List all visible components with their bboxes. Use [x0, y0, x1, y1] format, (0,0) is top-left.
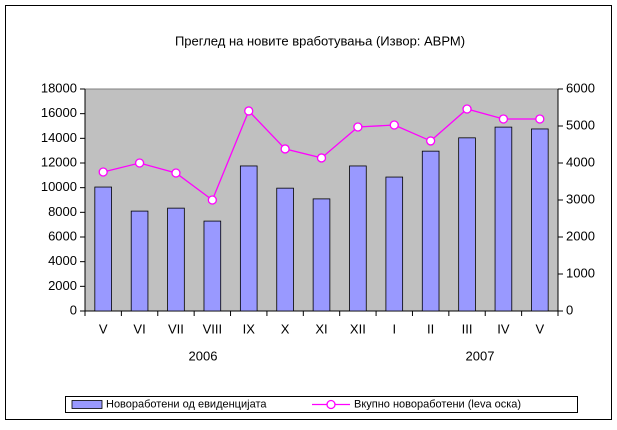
line-marker: [244, 106, 254, 116]
legend-label: Вкупно новоработени (leva оска): [354, 398, 521, 410]
x-tick-label: X: [281, 321, 290, 336]
y2-tick-label: 1000: [566, 265, 595, 280]
bar: [312, 198, 331, 312]
line-marker: [462, 104, 472, 114]
x-tick-label: VII: [168, 321, 184, 336]
line-marker: [535, 114, 545, 124]
y2-tick-label: 0: [566, 302, 573, 317]
y-tick-label: 8000: [48, 204, 77, 219]
line-marker: [171, 168, 181, 178]
x-tick-label: V: [535, 321, 544, 336]
legend-swatch: [71, 400, 103, 409]
y-tick-label: 14000: [41, 130, 77, 145]
bar: [421, 150, 440, 312]
y-tick-label: 2000: [48, 278, 77, 293]
bar: [167, 207, 185, 312]
y-tick-label: 0: [70, 302, 77, 317]
bar: [94, 186, 112, 312]
line-marker: [498, 114, 509, 124]
line-marker: [98, 167, 108, 177]
bar: [203, 220, 222, 312]
x-tick-label: XI: [315, 321, 327, 336]
y-tick-label: 16000: [41, 105, 77, 120]
y-tick-label: 6000: [48, 228, 77, 243]
y-tick-label: 10000: [41, 179, 77, 194]
bar: [531, 128, 549, 312]
bar: [385, 176, 404, 312]
line-marker: [207, 195, 217, 205]
y2-tick-label: 3000: [566, 191, 595, 206]
x-tick-label: V: [99, 321, 108, 336]
chart-title: Преглед на новите вработувања (Извор: АВ…: [175, 33, 465, 48]
bar: [494, 126, 513, 312]
x-tick-label: II: [427, 321, 434, 336]
line-marker: [426, 136, 436, 146]
line-marker: [134, 158, 145, 168]
y2-tick-label: 4000: [566, 154, 595, 169]
x-tick-label: I: [392, 321, 396, 336]
line-marker: [353, 122, 363, 132]
x-group-label: 2007: [466, 348, 495, 363]
y2-tick-label: 2000: [566, 228, 595, 243]
x-tick-label: VIII: [203, 321, 223, 336]
y-tick-label: 12000: [41, 154, 77, 169]
bar: [458, 137, 476, 312]
line-marker: [389, 120, 399, 130]
line-marker: [280, 144, 290, 154]
legend-label: Новоработени од евиденцијата: [106, 398, 267, 410]
x-tick-label: IX: [243, 321, 256, 336]
y-tick-label: 18000: [41, 80, 77, 95]
legend-marker: [326, 399, 336, 410]
bar: [349, 165, 367, 312]
y2-tick-label: 5000: [566, 117, 595, 132]
x-tick-label: III: [462, 321, 473, 336]
bar: [239, 165, 258, 312]
x-tick-label: XII: [350, 321, 366, 336]
x-tick-label: IV: [497, 321, 510, 336]
y-tick-label: 4000: [48, 253, 77, 268]
y2-tick-label: 6000: [566, 80, 595, 95]
line-marker: [316, 153, 327, 163]
x-group-label: 2006: [189, 348, 218, 363]
bar: [130, 210, 149, 312]
bar: [276, 187, 294, 312]
x-tick-label: VI: [133, 321, 145, 336]
